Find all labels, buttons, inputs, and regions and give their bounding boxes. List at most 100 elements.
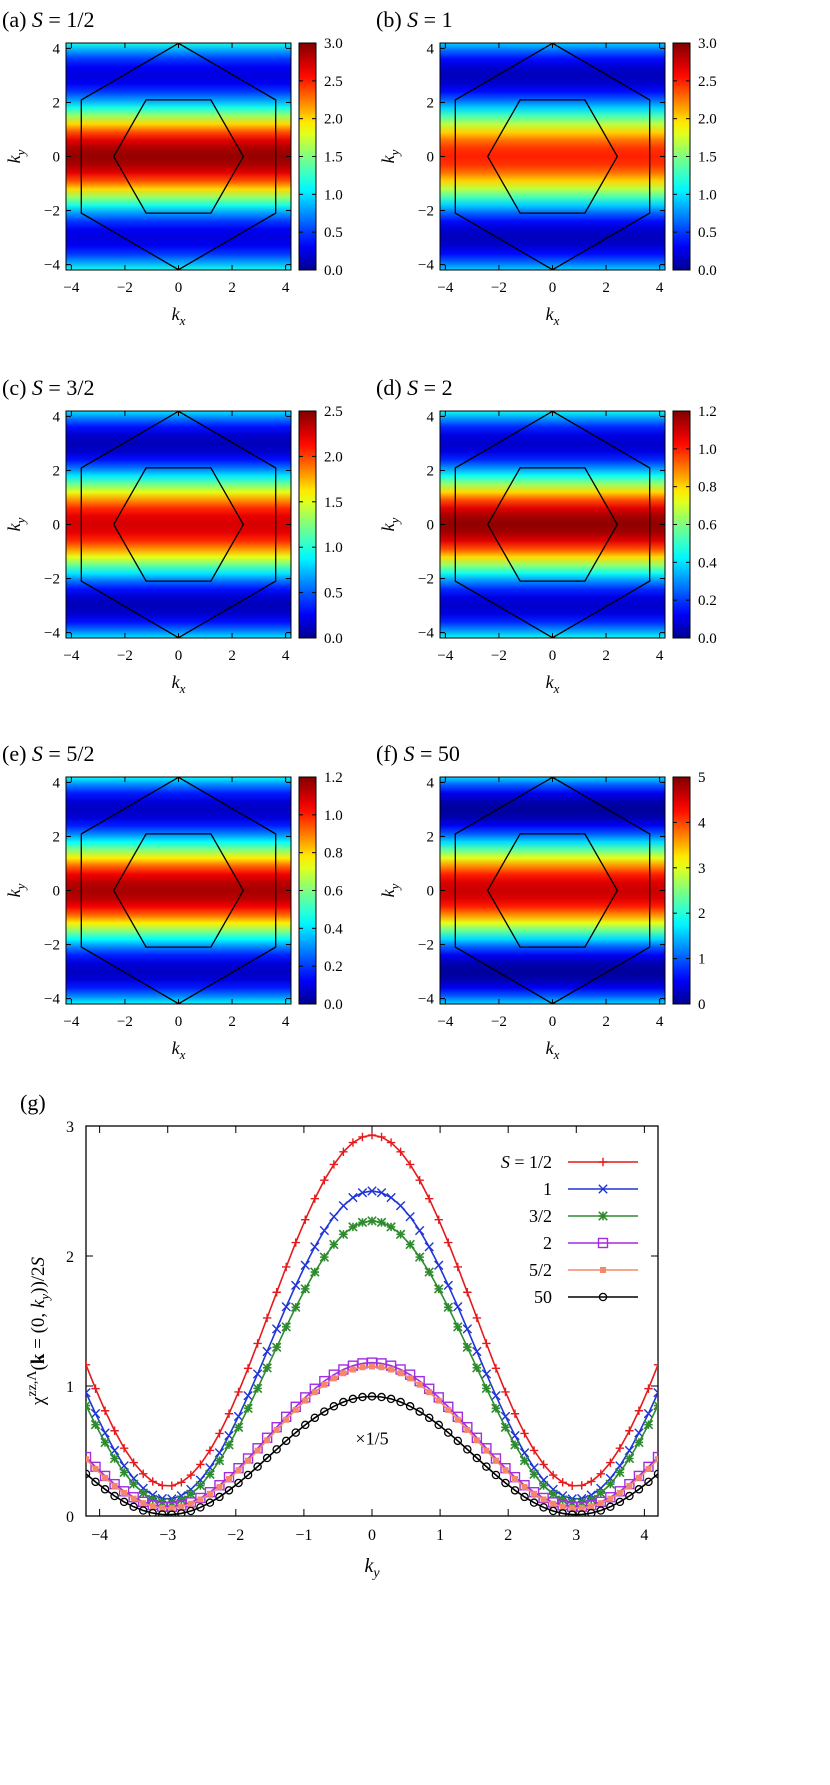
x-tick-label: 2 xyxy=(228,280,236,296)
data-point xyxy=(119,1467,129,1478)
data-point xyxy=(186,1489,196,1499)
data-point xyxy=(606,1458,615,1467)
heatmap-field xyxy=(66,43,291,270)
colorbar-tick-label: 2.0 xyxy=(698,112,717,128)
data-point xyxy=(529,1498,539,1507)
colorbar xyxy=(298,410,317,639)
data-point xyxy=(396,1147,405,1156)
data-point xyxy=(329,1212,339,1222)
data-point xyxy=(652,1451,658,1463)
data-point xyxy=(624,1453,635,1464)
data-point xyxy=(567,1510,577,1516)
x-tick-label: 4 xyxy=(656,280,664,296)
data-point xyxy=(414,1225,425,1236)
data-point xyxy=(559,1503,566,1510)
x-tick-label: 2 xyxy=(228,648,236,664)
data-point xyxy=(340,1370,347,1377)
y-tick-label: 2 xyxy=(53,463,61,479)
data-point xyxy=(510,1440,520,1450)
data-point xyxy=(653,1360,658,1370)
data-point xyxy=(224,1440,234,1450)
data-point xyxy=(462,1324,473,1334)
inner-hexagon xyxy=(486,833,619,948)
data-point xyxy=(367,1130,377,1140)
y-tick-label: 1 xyxy=(66,1379,74,1396)
legend-entry-label: 5/2 xyxy=(529,1260,552,1280)
heatmap-panel-a: −4 −2 0 2 4 −4 −2 0 2 4 kx ky (a) S = 1/2 0.0 0.5 1.0 1.… xyxy=(2,7,343,328)
y-axis-label: ky xyxy=(378,149,402,163)
data-point xyxy=(606,1502,615,1512)
x-axis-label: kx xyxy=(172,304,186,328)
data-point xyxy=(605,1492,616,1503)
data-point xyxy=(252,1369,263,1379)
data-point xyxy=(272,1445,281,1454)
data-point xyxy=(264,1437,271,1444)
x-tick-label: 4 xyxy=(282,1014,290,1030)
data-point xyxy=(254,1447,261,1454)
data-point xyxy=(634,1485,644,1494)
data-point xyxy=(301,1215,310,1224)
data-point xyxy=(262,1346,272,1357)
y-tick-label: 0 xyxy=(53,518,61,534)
data-point xyxy=(426,1389,433,1396)
y-tick-label: −4 xyxy=(44,992,60,1008)
data-point xyxy=(644,1384,653,1393)
legend-entry-label: S = 1/2 xyxy=(501,1152,552,1172)
data-point xyxy=(158,1510,167,1516)
data-point xyxy=(510,1486,520,1495)
data-point xyxy=(386,1222,396,1232)
heatmap-panel-c: −4 −2 0 2 4 −4 −2 0 2 4 kx ky (c) S = 3/2 0.0 0.5 1.0 1.… xyxy=(2,375,343,696)
data-point xyxy=(86,1400,91,1411)
data-point xyxy=(109,1453,120,1464)
data-point xyxy=(159,1504,166,1511)
colorbar-tick-label: 0.0 xyxy=(324,263,343,279)
data-point xyxy=(329,1239,339,1250)
data-point xyxy=(588,1503,595,1510)
data-point xyxy=(186,1470,196,1480)
data-point xyxy=(205,1446,215,1455)
heatmap-field xyxy=(440,43,665,270)
x-tick-label: 0 xyxy=(175,1014,183,1030)
legend-marker xyxy=(598,1184,608,1194)
data-point xyxy=(369,1363,375,1370)
colorbar-tick-label: 1 xyxy=(698,952,706,968)
data-point xyxy=(377,1132,386,1142)
y-axis-label: χzz,Λ(k = (0, ky))/2S xyxy=(25,1256,52,1406)
data-point xyxy=(615,1467,625,1478)
data-point xyxy=(149,1503,156,1510)
colorbar-tick-label: 0.5 xyxy=(324,586,343,602)
y-tick-label: 4 xyxy=(427,775,435,791)
data-point xyxy=(262,1313,272,1323)
data-point xyxy=(492,1457,499,1464)
data-point xyxy=(100,1437,110,1448)
data-point xyxy=(329,1160,339,1169)
y-tick-label: 0 xyxy=(66,1509,74,1526)
data-point xyxy=(548,1489,558,1499)
data-point xyxy=(481,1369,492,1379)
data-point xyxy=(521,1483,528,1490)
data-point xyxy=(148,1477,157,1486)
data-point xyxy=(415,1175,424,1185)
data-point xyxy=(262,1453,272,1463)
data-point xyxy=(320,1407,329,1416)
data-point xyxy=(607,1495,614,1502)
data-point xyxy=(405,1160,415,1169)
legend-marker xyxy=(598,1157,608,1167)
data-point xyxy=(243,1391,253,1401)
y-tick-label: −4 xyxy=(418,992,434,1008)
data-point xyxy=(129,1458,138,1467)
inner-hexagon xyxy=(112,467,245,582)
y-tick-label: 2 xyxy=(427,829,435,845)
panel-label: (g) xyxy=(20,1090,46,1115)
heatmap-panel-f: −4 −2 0 2 4 −4 −2 0 2 4 kx ky (f) S = 50 0 1 2 3 4 5 xyxy=(376,741,706,1062)
data-point xyxy=(481,1383,492,1394)
x-tick-label: 0 xyxy=(175,280,183,296)
data-point xyxy=(252,1383,263,1394)
data-point xyxy=(348,1138,358,1147)
x-tick-label: 4 xyxy=(656,648,664,664)
y-tick-label: 4 xyxy=(427,41,435,57)
data-point xyxy=(357,1187,368,1198)
data-point xyxy=(464,1426,471,1433)
data-point xyxy=(359,1364,366,1371)
data-point xyxy=(397,1370,404,1377)
